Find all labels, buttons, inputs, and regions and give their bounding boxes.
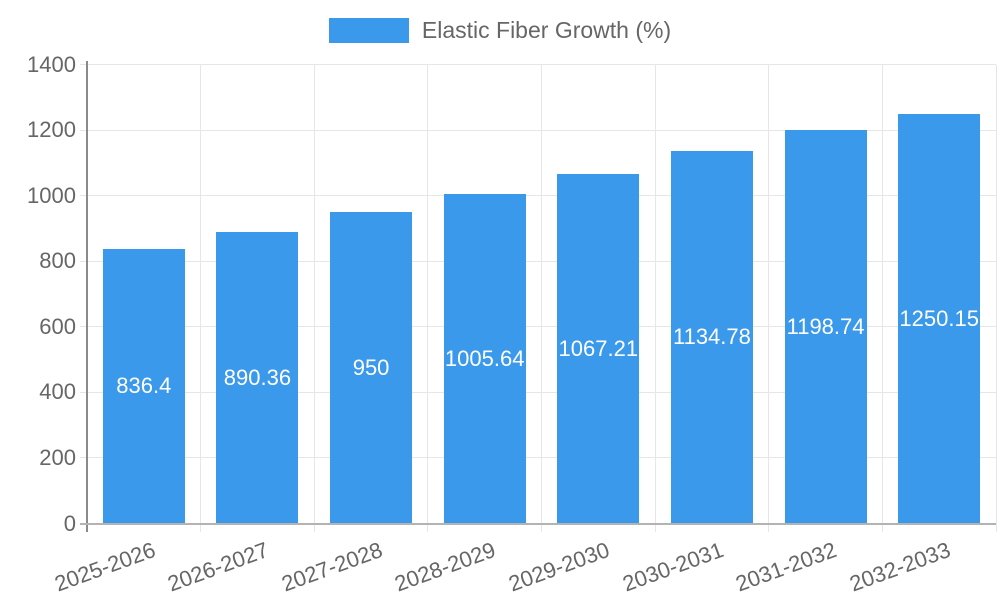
x-tick-label: 2029-2030 xyxy=(505,537,613,597)
x-tick-label: 2027-2028 xyxy=(278,537,386,597)
bar-value-label: 950 xyxy=(352,354,390,380)
gridline-horizontal xyxy=(80,391,996,393)
gridline-vertical xyxy=(881,64,883,532)
x-tick-label: 2032-2033 xyxy=(846,537,954,597)
gridline-horizontal xyxy=(80,64,996,65)
gridline-vertical xyxy=(313,64,315,532)
gridline-vertical xyxy=(768,64,770,532)
bar-value-label: 836.4 xyxy=(116,373,172,399)
chart-legend[interactable]: Elastic Fiber Growth (%) xyxy=(0,17,1000,44)
bar-value-label: 1250.15 xyxy=(899,305,979,331)
y-tick-label: 1000 xyxy=(27,182,76,208)
y-tick-label: 800 xyxy=(39,248,76,274)
bar[interactable] xyxy=(898,113,981,524)
x-axis-line xyxy=(80,523,996,525)
bar-value-label: 1134.78 xyxy=(672,324,751,350)
bar[interactable] xyxy=(216,231,299,524)
bar[interactable] xyxy=(443,193,526,524)
x-tick-label: 2031-2032 xyxy=(732,537,841,597)
y-tick-label: 1400 xyxy=(27,51,76,77)
gridline-horizontal xyxy=(80,457,996,459)
y-tick-label: 600 xyxy=(39,313,76,339)
gridline-vertical xyxy=(200,64,202,532)
y-tick-label: 400 xyxy=(39,379,76,405)
bar[interactable] xyxy=(330,212,413,524)
bar-value-label: 1198.74 xyxy=(786,313,865,339)
x-tick-label: 2025-2026 xyxy=(50,537,159,597)
x-tick-label: 2026-2027 xyxy=(164,537,272,597)
bar-value-label: 890.36 xyxy=(223,364,292,390)
y-tick-label: 1200 xyxy=(27,117,76,143)
bar[interactable] xyxy=(102,249,185,524)
gridline-vertical xyxy=(427,64,429,532)
y-tick-label: 0 xyxy=(63,510,76,536)
gridline-vertical xyxy=(541,64,542,532)
y-tick-label: 200 xyxy=(39,444,76,470)
x-tick-label: 2028-2029 xyxy=(391,537,500,597)
bar-value-label: 1005.64 xyxy=(444,345,525,371)
gridline-horizontal xyxy=(80,129,996,131)
legend-label: Elastic Fiber Growth (%) xyxy=(421,17,672,43)
legend-swatch-icon xyxy=(328,18,409,43)
bar-value-label: 1067.21 xyxy=(558,335,639,361)
bar[interactable] xyxy=(670,151,753,524)
bar[interactable] xyxy=(784,130,867,524)
y-axis-line xyxy=(85,60,88,532)
gridline-vertical xyxy=(654,64,656,532)
gridline-horizontal xyxy=(80,260,996,262)
gridline-vertical xyxy=(995,64,997,532)
gridline-horizontal xyxy=(80,195,996,197)
bar[interactable] xyxy=(557,173,640,524)
gridline-horizontal xyxy=(80,326,996,328)
x-tick-label: 2030-2031 xyxy=(619,537,727,597)
